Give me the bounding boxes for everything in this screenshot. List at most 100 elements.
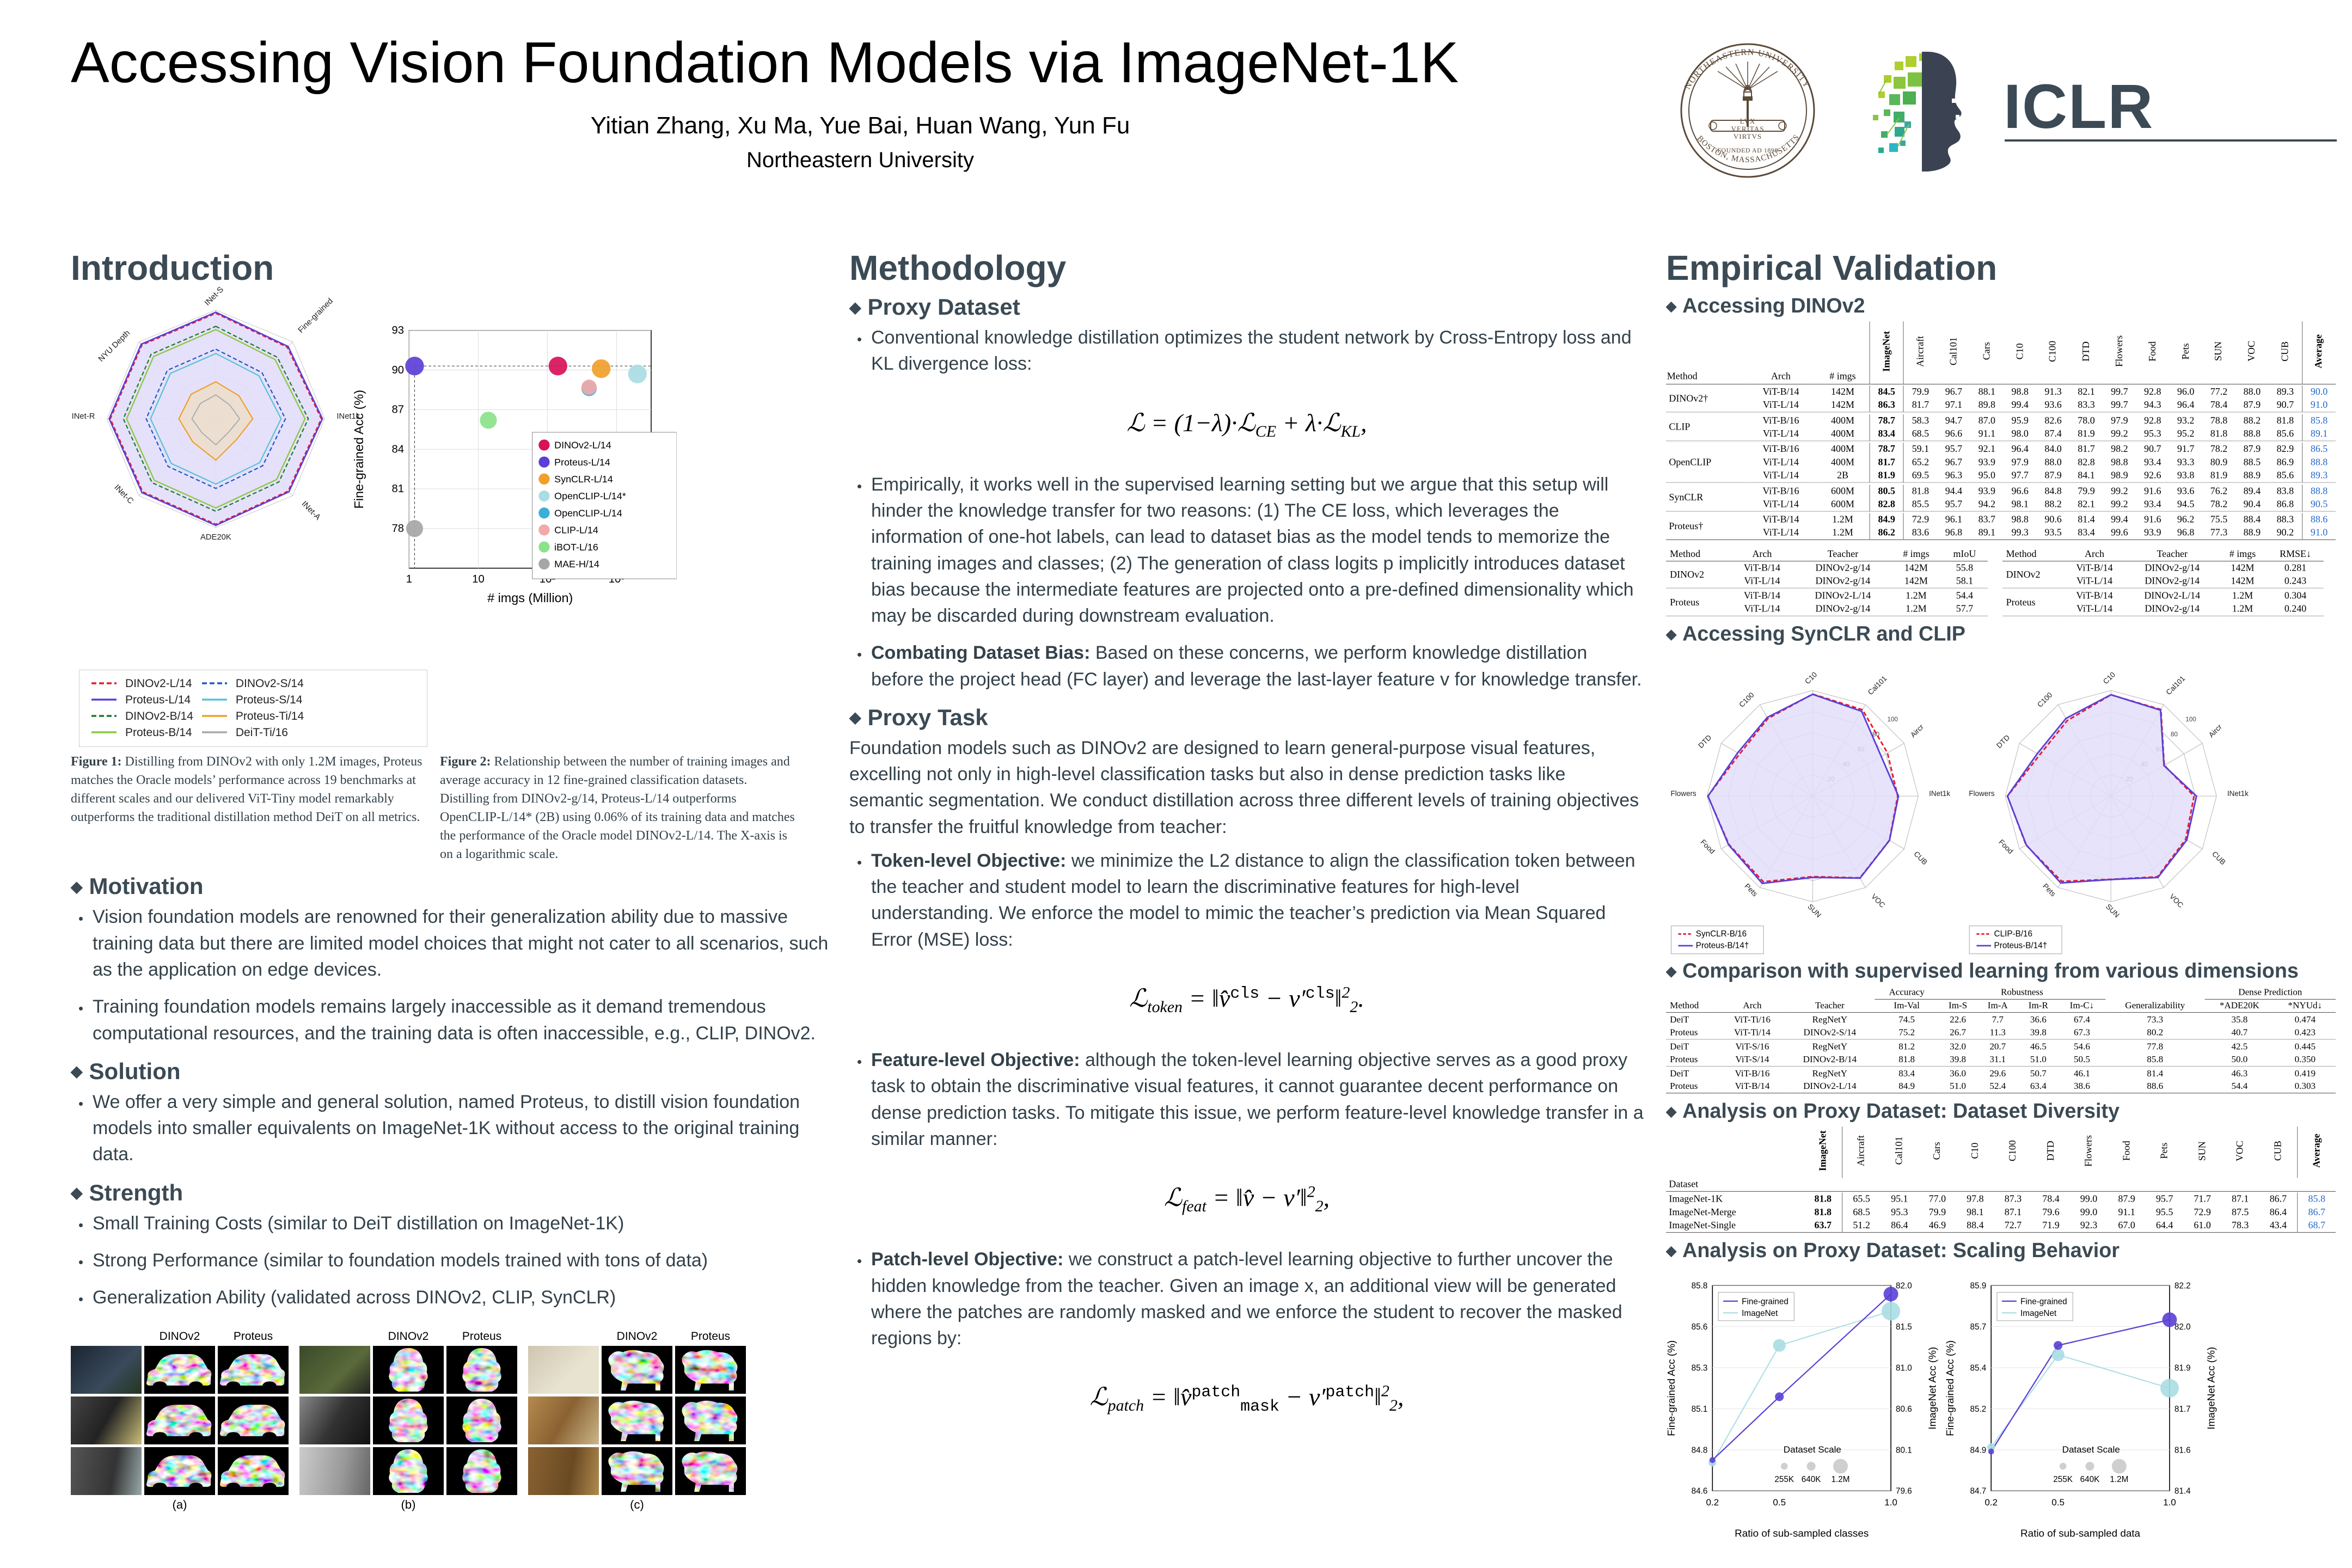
svg-text:Fine-grained Acc (%): Fine-grained Acc (%) xyxy=(354,390,366,509)
svg-text:Flowers: Flowers xyxy=(1969,789,1994,798)
svg-text:85.1: 85.1 xyxy=(1692,1405,1708,1414)
svg-text:100: 100 xyxy=(1888,716,1898,723)
svg-text:Food: Food xyxy=(1997,838,2014,855)
svg-text:84.9: 84.9 xyxy=(1970,1445,1987,1455)
svg-text:ADE20K: ADE20K xyxy=(200,533,231,542)
svg-text:1.0: 1.0 xyxy=(1884,1497,1897,1508)
svg-text:Cal101: Cal101 xyxy=(1866,674,1889,696)
svg-text:OpenCLIP-L/14*: OpenCLIP-L/14* xyxy=(554,491,626,501)
svg-text:DINOv2-L/14: DINOv2-L/14 xyxy=(554,440,611,451)
svg-text:CUB: CUB xyxy=(1912,850,1929,867)
svg-text:CUB: CUB xyxy=(2210,850,2227,867)
svg-text:FOUNDED AD 1898: FOUNDED AD 1898 xyxy=(1717,146,1778,154)
svg-text:81.6: 81.6 xyxy=(2175,1445,2191,1455)
svg-text:0.5: 0.5 xyxy=(2051,1497,2065,1508)
svg-text:85.8: 85.8 xyxy=(1692,1282,1708,1291)
svg-text:ImageNet: ImageNet xyxy=(2020,1309,2057,1318)
svg-text:Food: Food xyxy=(1699,838,1716,855)
svg-text:80.1: 80.1 xyxy=(1896,1445,1912,1455)
svg-text:ImageNet Acc (%): ImageNet Acc (%) xyxy=(1927,1347,1938,1430)
svg-text:Flowers: Flowers xyxy=(1671,789,1696,798)
svg-text:85.4: 85.4 xyxy=(1970,1363,1987,1373)
svg-text:82.0: 82.0 xyxy=(1896,1282,1912,1291)
svg-text:VOC: VOC xyxy=(2168,892,2185,909)
svg-text:MAE-H/14: MAE-H/14 xyxy=(554,559,599,569)
svg-text:0.5: 0.5 xyxy=(1773,1497,1786,1508)
svg-text:ICLR: ICLR xyxy=(2004,76,2154,142)
svg-text:1.2M: 1.2M xyxy=(2110,1475,2128,1484)
svg-text:INet-C: INet-C xyxy=(112,483,135,506)
svg-text:C10: C10 xyxy=(1803,670,1818,685)
svg-text:87: 87 xyxy=(391,404,404,416)
svg-text:85.6: 85.6 xyxy=(1692,1322,1708,1332)
svg-text:INet1k: INet1k xyxy=(1929,789,1950,798)
svg-text:81.4: 81.4 xyxy=(2175,1487,2191,1496)
svg-text:Ratio of sub-sampled data: Ratio of sub-sampled data xyxy=(2020,1528,2140,1539)
svg-text:82.2: 82.2 xyxy=(2175,1282,2191,1291)
svg-text:Cal101: Cal101 xyxy=(2165,674,2187,696)
svg-text:0.2: 0.2 xyxy=(1984,1497,1998,1508)
svg-text:OpenCLIP-L/14: OpenCLIP-L/14 xyxy=(554,507,622,518)
svg-text:93: 93 xyxy=(391,324,404,336)
svg-text:1.0: 1.0 xyxy=(2163,1497,2176,1508)
svg-text:1: 1 xyxy=(406,573,412,585)
svg-text:640K: 640K xyxy=(2080,1475,2100,1484)
svg-text:Proteus-L/14: Proteus-L/14 xyxy=(554,457,610,468)
svg-text:VIRTVS: VIRTVS xyxy=(1734,132,1762,140)
svg-text:Aircr: Aircr xyxy=(2207,722,2224,739)
svg-text:0.2: 0.2 xyxy=(1706,1497,1719,1508)
svg-text:10: 10 xyxy=(472,573,485,585)
svg-text:85.9: 85.9 xyxy=(1970,1282,1987,1291)
svg-text:DTD: DTD xyxy=(1696,733,1713,750)
svg-text:C100: C100 xyxy=(1737,691,1755,709)
svg-text:INet-A: INet-A xyxy=(300,500,322,522)
svg-text:LVX: LVX xyxy=(1740,117,1756,125)
svg-text:85.3: 85.3 xyxy=(1692,1363,1708,1373)
svg-text:84.6: 84.6 xyxy=(1692,1487,1708,1496)
svg-text:Ratio of sub-sampled classes: Ratio of sub-sampled classes xyxy=(1735,1528,1869,1539)
svg-text:SUN: SUN xyxy=(2104,902,2121,919)
svg-text:Fine-grained: Fine-grained xyxy=(297,297,335,335)
svg-text:INet-S: INet-S xyxy=(203,286,225,308)
svg-text:iBOT-L/16: iBOT-L/16 xyxy=(554,542,598,553)
svg-text:Fine-grained Acc (%): Fine-grained Acc (%) xyxy=(1666,1340,1677,1436)
svg-text:90: 90 xyxy=(391,364,404,376)
svg-text:78: 78 xyxy=(391,523,404,535)
svg-text:81.0: 81.0 xyxy=(1896,1363,1912,1373)
svg-text:81.9: 81.9 xyxy=(2175,1363,2191,1373)
svg-text:81.5: 81.5 xyxy=(1896,1322,1912,1332)
svg-text:255K: 255K xyxy=(2053,1475,2073,1484)
svg-text:Fine-grained: Fine-grained xyxy=(1742,1297,1788,1306)
svg-text:SynCLR-L/14: SynCLR-L/14 xyxy=(554,474,613,485)
svg-text:640K: 640K xyxy=(1802,1475,1821,1484)
svg-text:Aircr: Aircr xyxy=(1909,722,1926,739)
svg-text:84.7: 84.7 xyxy=(1970,1487,1987,1496)
svg-text:79.6: 79.6 xyxy=(1896,1487,1912,1496)
svg-text:Dataset Scale: Dataset Scale xyxy=(1784,1444,1841,1455)
svg-text:NYU Depth: NYU Depth xyxy=(97,329,132,364)
svg-text:80: 80 xyxy=(2171,731,2178,738)
svg-text:80.6: 80.6 xyxy=(1896,1405,1912,1414)
svg-text:# imgs (Million): # imgs (Million) xyxy=(487,591,573,605)
svg-text:Fine-grained Acc (%): Fine-grained Acc (%) xyxy=(1945,1340,1956,1436)
svg-text:INet-R: INet-R xyxy=(72,412,95,421)
svg-text:255K: 255K xyxy=(1774,1475,1794,1484)
svg-text:CLIP-L/14: CLIP-L/14 xyxy=(554,525,598,536)
svg-text:1.2M: 1.2M xyxy=(1832,1475,1850,1484)
svg-text:INet1k: INet1k xyxy=(2227,789,2249,798)
svg-text:84: 84 xyxy=(391,443,404,455)
svg-text:VERITAS: VERITAS xyxy=(1731,125,1765,133)
svg-text:ImageNet Acc (%): ImageNet Acc (%) xyxy=(2206,1347,2217,1430)
svg-text:85.7: 85.7 xyxy=(1970,1322,1987,1332)
svg-text:ImageNet: ImageNet xyxy=(1742,1309,1778,1318)
svg-text:81.7: 81.7 xyxy=(2175,1405,2191,1414)
svg-text:SUN: SUN xyxy=(1806,902,1823,919)
svg-text:Dataset Scale: Dataset Scale xyxy=(2062,1444,2120,1455)
svg-text:82.0: 82.0 xyxy=(2175,1322,2191,1332)
svg-text:C100: C100 xyxy=(2036,691,2054,709)
svg-text:DTD: DTD xyxy=(1995,733,2011,750)
svg-text:81: 81 xyxy=(391,483,404,495)
svg-text:85.2: 85.2 xyxy=(1970,1405,1987,1414)
svg-text:C10: C10 xyxy=(2102,670,2117,685)
svg-text:VOC: VOC xyxy=(1870,892,1886,909)
